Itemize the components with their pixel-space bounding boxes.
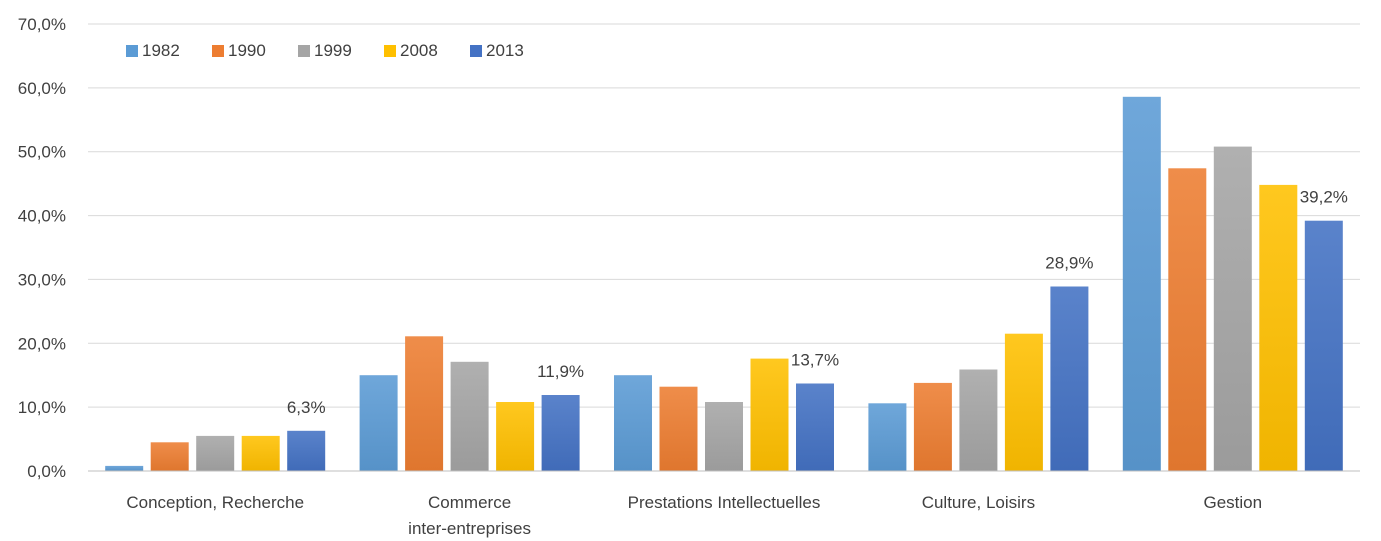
legend-swatch bbox=[298, 45, 310, 57]
bar-1990 bbox=[659, 386, 698, 471]
bar-2008 bbox=[1259, 184, 1298, 471]
y-tick-label: 50,0% bbox=[18, 143, 66, 162]
legend-label: 1982 bbox=[142, 41, 180, 60]
legend-label: 1999 bbox=[314, 41, 352, 60]
bar-2008 bbox=[1004, 333, 1043, 471]
bar-1982 bbox=[105, 465, 144, 471]
y-tick-label: 20,0% bbox=[18, 334, 66, 353]
bar-1982 bbox=[614, 375, 652, 471]
y-tick-label: 70,0% bbox=[18, 15, 66, 34]
bar-1999 bbox=[196, 435, 235, 471]
y-tick-label: 30,0% bbox=[18, 270, 66, 289]
data-label: 13,7% bbox=[791, 351, 839, 370]
bars bbox=[105, 96, 1343, 472]
x-category-label: Commerce bbox=[428, 493, 511, 512]
bar-1982 bbox=[868, 403, 907, 471]
bar-2013 bbox=[541, 395, 580, 471]
legend-swatch bbox=[470, 45, 482, 57]
y-tick-label: 0,0% bbox=[27, 462, 66, 481]
legend-swatch bbox=[212, 45, 224, 57]
bar-2008 bbox=[496, 402, 535, 471]
legend-swatch bbox=[126, 45, 138, 57]
bar-2013 bbox=[1304, 220, 1343, 471]
bar-1990 bbox=[150, 442, 189, 471]
data-labels: 6,3% 11,9% 13,7% 28,9% 39,2% bbox=[287, 188, 1348, 417]
legend-label: 2008 bbox=[400, 41, 438, 60]
bar-2008 bbox=[750, 358, 789, 471]
axes: 0,0% 10,0% 20,0% 30,0% 40,0% 50,0% 60,0% 70,0% C… bbox=[18, 15, 1360, 538]
x-category-label: Conception, Recherche bbox=[126, 493, 304, 512]
y-tick-label: 60,0% bbox=[18, 79, 66, 98]
legend-swatch bbox=[384, 45, 396, 57]
bar-1990 bbox=[405, 336, 444, 471]
data-label: 39,2% bbox=[1300, 188, 1348, 207]
bar-2008 bbox=[241, 435, 280, 471]
bar-1982 bbox=[1122, 96, 1161, 472]
x-category-label: Culture, Loisirs bbox=[922, 493, 1035, 512]
x-category-label: Prestations Intellectuelles bbox=[628, 493, 821, 512]
y-tick-label: 10,0% bbox=[18, 398, 66, 417]
legend: 1982 1990 1999 2008 2013 bbox=[126, 41, 524, 60]
bar-1990 bbox=[913, 382, 952, 471]
bar-2013 bbox=[796, 383, 834, 471]
data-label: 28,9% bbox=[1045, 254, 1093, 273]
data-label: 11,9% bbox=[537, 362, 584, 381]
y-tick-label: 40,0% bbox=[18, 207, 66, 226]
bar-1990 bbox=[1168, 168, 1207, 472]
bar-1982 bbox=[359, 375, 398, 471]
x-category-label: inter-entreprises bbox=[408, 519, 531, 538]
legend-label: 2013 bbox=[486, 41, 524, 60]
bar-2013 bbox=[287, 430, 326, 471]
data-label: 6,3% bbox=[287, 398, 326, 417]
grid bbox=[88, 23, 1360, 408]
bar-1999 bbox=[450, 361, 489, 471]
x-category-label: Gestion bbox=[1204, 493, 1263, 512]
bar-1999 bbox=[1213, 146, 1252, 471]
bar-1999 bbox=[705, 402, 743, 471]
bar-1999 bbox=[959, 369, 998, 471]
legend-label: 1990 bbox=[228, 41, 266, 60]
bar-2013 bbox=[1050, 286, 1089, 471]
